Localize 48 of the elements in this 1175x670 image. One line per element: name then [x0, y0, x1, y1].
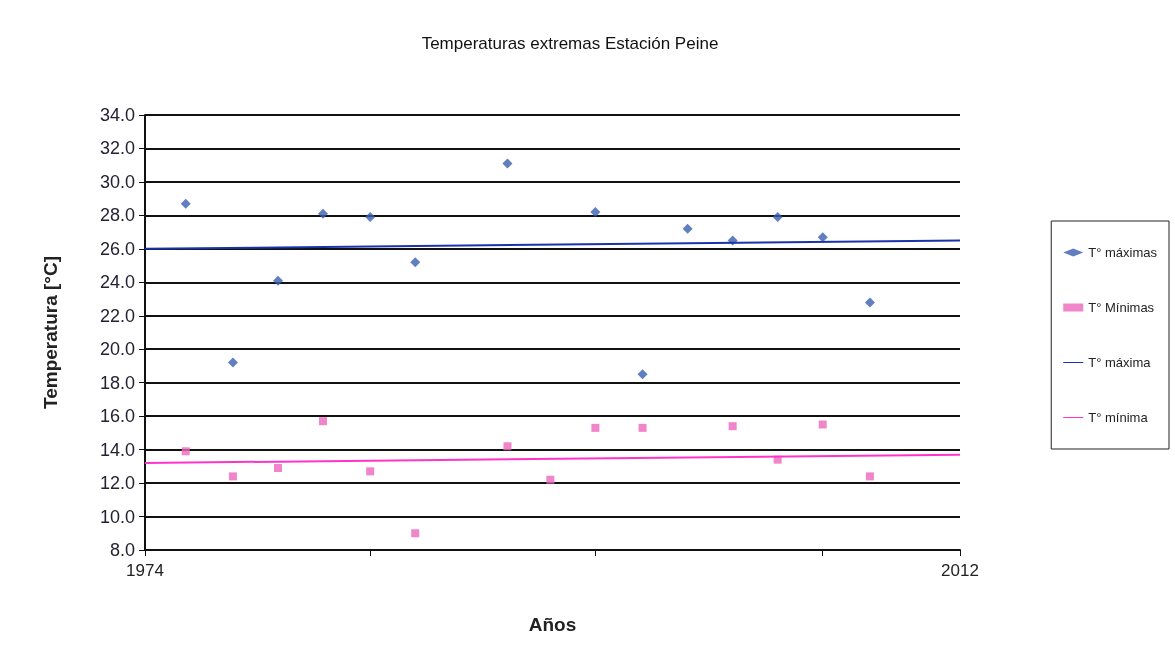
- point: [503, 442, 512, 451]
- y-tick-label: 30.0: [99, 171, 135, 192]
- legend-label: T° mínima: [1088, 410, 1149, 425]
- y-tick-label: 14.0: [99, 439, 135, 460]
- legend-label: T° Mínimas: [1088, 300, 1155, 315]
- point: [366, 467, 375, 476]
- y-tick-label: 32.0: [99, 138, 135, 159]
- point: [228, 472, 237, 481]
- point: [410, 257, 421, 268]
- point: [728, 422, 737, 431]
- point: [365, 212, 376, 223]
- y-tick-label: 8.0: [109, 540, 135, 560]
- x-axis-title: Años: [528, 614, 577, 635]
- point: [227, 357, 238, 368]
- y-axis-title: Temperatura [°C]: [40, 256, 61, 409]
- point: [319, 417, 328, 426]
- point: [272, 275, 283, 286]
- y-tick-label: 28.0: [99, 205, 135, 226]
- point: [591, 423, 600, 432]
- y-tick-label: 12.0: [99, 473, 135, 494]
- point: [546, 475, 555, 484]
- point: [590, 207, 601, 218]
- point: [772, 212, 783, 223]
- point: [818, 420, 827, 429]
- point: [638, 423, 647, 432]
- x-tick-label: 1974: [126, 561, 164, 580]
- point: [637, 369, 648, 380]
- point: [502, 158, 513, 169]
- y-tick-label: 34.0: [99, 105, 135, 125]
- legend-label: T° máxima: [1088, 355, 1152, 370]
- point: [273, 464, 282, 473]
- y-tick-label: 20.0: [99, 339, 135, 360]
- point: [180, 198, 191, 209]
- point: [682, 223, 693, 234]
- y-tick-label: 10.0: [99, 506, 135, 527]
- y-tick-label: 18.0: [99, 372, 135, 393]
- point: [318, 208, 329, 219]
- y-tick-label: 22.0: [99, 305, 135, 326]
- legend-label: T° máximas: [1088, 245, 1158, 260]
- y-tick-label: 26.0: [99, 238, 135, 259]
- point: [864, 297, 875, 308]
- y-tick-label: 16.0: [99, 406, 135, 427]
- point: [181, 447, 190, 456]
- x-tick-label: 2012: [941, 561, 979, 580]
- point: [865, 472, 874, 481]
- y-tick-label: 24.0: [99, 272, 135, 293]
- point: [411, 529, 420, 538]
- chart-title: Temperaturas extremas Estación Peine: [421, 34, 719, 53]
